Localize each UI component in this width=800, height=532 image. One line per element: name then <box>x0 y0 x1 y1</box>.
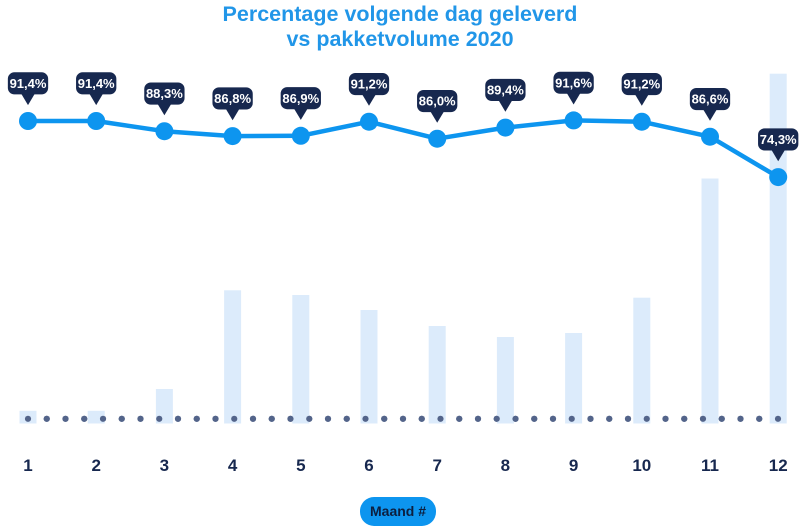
svg-text:12: 12 <box>769 456 788 475</box>
svg-text:6: 6 <box>364 456 373 475</box>
svg-text:5: 5 <box>296 456 305 475</box>
svg-text:11: 11 <box>701 456 719 475</box>
svg-text:91,4%: 91,4% <box>10 76 47 91</box>
svg-text:86,8%: 86,8% <box>214 91 251 106</box>
svg-text:91,2%: 91,2% <box>351 77 388 92</box>
svg-text:7: 7 <box>432 456 441 475</box>
svg-text:86,6%: 86,6% <box>692 92 729 107</box>
svg-text:91,4%: 91,4% <box>78 76 115 91</box>
svg-text:2: 2 <box>91 456 100 475</box>
svg-text:4: 4 <box>228 456 238 475</box>
svg-text:86,0%: 86,0% <box>419 94 456 109</box>
svg-text:9: 9 <box>569 456 578 475</box>
svg-text:88,3%: 88,3% <box>146 86 183 101</box>
svg-text:86,9%: 86,9% <box>282 91 319 106</box>
svg-text:89,4%: 89,4% <box>487 83 524 98</box>
svg-text:10: 10 <box>632 456 651 475</box>
svg-text:91,2%: 91,2% <box>623 77 660 92</box>
svg-text:91,6%: 91,6% <box>555 75 592 90</box>
svg-text:1: 1 <box>23 456 32 475</box>
svg-text:8: 8 <box>501 456 510 475</box>
svg-text:74,3%: 74,3% <box>760 132 797 147</box>
svg-text:3: 3 <box>160 456 169 475</box>
